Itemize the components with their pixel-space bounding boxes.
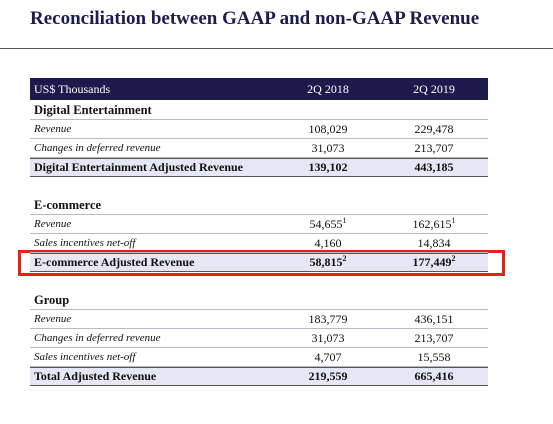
value-cell: 213,707 xyxy=(394,329,474,348)
data-row xyxy=(30,139,488,158)
value-text: 58,815 xyxy=(309,255,343,269)
value-cell: 183,779 xyxy=(288,310,368,329)
value-text: 139,102 xyxy=(308,160,348,174)
value-cell: 31,073 xyxy=(288,139,368,158)
value-cell: 162,6151 xyxy=(394,215,474,234)
row-label: Revenue xyxy=(34,123,72,135)
data-row xyxy=(30,348,488,367)
data-row xyxy=(30,120,488,139)
row-label: Sales incentives net-off xyxy=(34,237,136,249)
header-cell: 2Q 2019 xyxy=(413,82,455,96)
row-label: Revenue xyxy=(34,313,72,325)
row-label: Changes in deferred revenue xyxy=(34,332,161,344)
section-heading-row xyxy=(30,196,488,215)
value-cell: 139,102 xyxy=(288,158,368,177)
total-row xyxy=(30,158,488,177)
row-label: Digital Entertainment xyxy=(34,103,152,117)
row-label: Digital Entertainment Adjusted Revenue xyxy=(34,160,243,174)
value-cell: 213,707 xyxy=(394,139,474,158)
row-label: Group xyxy=(34,293,70,307)
value-text: 15,558 xyxy=(417,350,451,364)
row-label: Total Adjusted Revenue xyxy=(34,369,157,383)
row-label: E-commerce xyxy=(34,198,102,212)
row-label: E-commerce Adjusted Revenue xyxy=(34,255,195,269)
value-text: 54,655 xyxy=(309,217,343,231)
data-row xyxy=(30,215,488,234)
header-cell: 2Q 2018 xyxy=(307,82,349,96)
value-text: 665,416 xyxy=(414,369,454,383)
section-heading-row xyxy=(30,291,488,310)
total-row xyxy=(30,253,488,272)
value-cell: 108,029 xyxy=(288,120,368,139)
value-cell: 54,6551 xyxy=(288,215,368,234)
section-heading-row xyxy=(30,101,488,120)
value-text: 4,160 xyxy=(314,236,342,250)
footnote-mark: 2 xyxy=(451,254,456,263)
value-text: 219,559 xyxy=(308,369,348,383)
highlight-box xyxy=(18,250,505,276)
value-cell: 665,416 xyxy=(394,367,474,386)
value-text: 14,834 xyxy=(417,236,451,250)
value-text: 177,449 xyxy=(412,255,452,269)
footnote-mark: 2 xyxy=(342,254,347,263)
header-cell: US$ Thousands xyxy=(34,82,111,96)
value-cell: 15,558 xyxy=(394,348,474,367)
value-cell: 31,073 xyxy=(288,329,368,348)
value-text: 162,615 xyxy=(412,217,452,231)
header-row xyxy=(30,78,488,100)
title-rule xyxy=(0,48,553,49)
value-cell: 4,160 xyxy=(288,234,368,253)
value-text: 108,029 xyxy=(308,122,348,136)
value-cell: 443,185 xyxy=(394,158,474,177)
value-text: 436,151 xyxy=(414,312,454,326)
value-cell: 14,834 xyxy=(394,234,474,253)
value-cell: 177,4492 xyxy=(394,253,474,272)
value-text: 31,073 xyxy=(311,331,345,345)
footnote-mark: 1 xyxy=(342,216,347,225)
data-row xyxy=(30,329,488,348)
data-row xyxy=(30,310,488,329)
value-text: 31,073 xyxy=(311,141,345,155)
page-title: Reconciliation between GAAP and non-GAAP… xyxy=(30,8,480,29)
data-row xyxy=(30,234,488,253)
value-text: 183,779 xyxy=(308,312,348,326)
row-label: Sales incentives net-off xyxy=(34,351,136,363)
value-cell: 219,559 xyxy=(288,367,368,386)
value-text: 229,478 xyxy=(414,122,454,136)
footnote-mark: 1 xyxy=(451,216,456,225)
value-cell: 4,707 xyxy=(288,348,368,367)
row-label: Changes in deferred revenue xyxy=(34,142,161,154)
value-text: 213,707 xyxy=(414,331,454,345)
total-row xyxy=(30,367,488,386)
value-cell: 58,8152 xyxy=(288,253,368,272)
value-cell: 436,151 xyxy=(394,310,474,329)
value-text: 213,707 xyxy=(414,141,454,155)
value-cell: 229,478 xyxy=(394,120,474,139)
row-label: Revenue xyxy=(34,218,72,230)
value-text: 443,185 xyxy=(414,160,454,174)
value-text: 4,707 xyxy=(314,350,342,364)
